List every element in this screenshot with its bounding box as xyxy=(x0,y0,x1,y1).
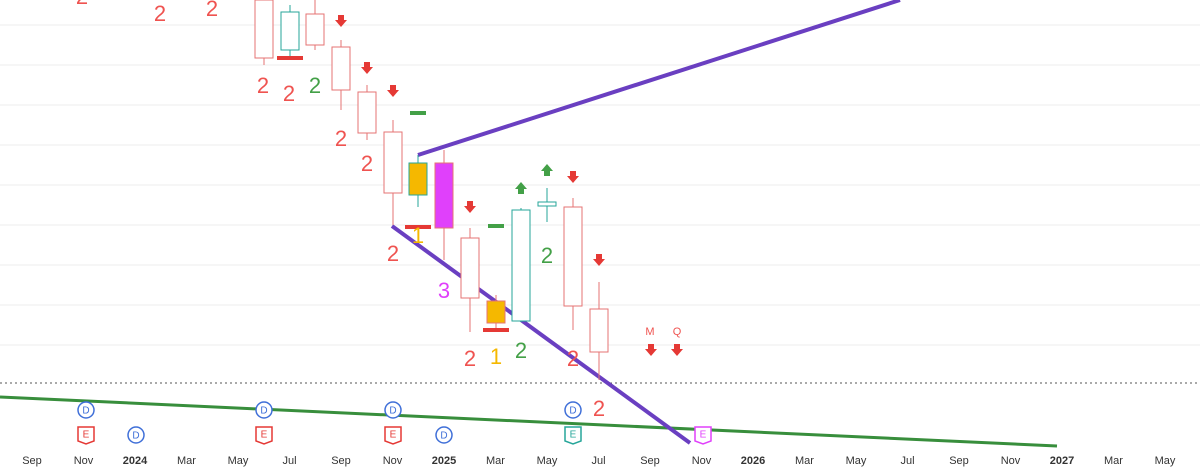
annotation: 2 xyxy=(154,1,166,26)
earnings-label: E xyxy=(390,430,397,441)
annotation: Q xyxy=(673,326,682,338)
trend-line xyxy=(0,395,1058,448)
dividend-label: D xyxy=(569,406,576,417)
annotation: 2 xyxy=(567,346,579,371)
annotation: 1 xyxy=(490,344,502,369)
x-tick-label: 2024 xyxy=(123,455,148,467)
candle-body xyxy=(537,201,557,207)
dividend-marker xyxy=(564,401,582,419)
x-tick-label: Sep xyxy=(22,455,42,467)
x-tick-label: Sep xyxy=(949,455,969,467)
earnings-label: E xyxy=(83,430,90,441)
earnings-marker xyxy=(694,426,712,445)
annotation: 2 xyxy=(335,126,347,151)
arrow-down xyxy=(593,254,605,266)
annotation: M xyxy=(645,326,654,338)
earnings-marker xyxy=(564,426,582,445)
dividend-marker xyxy=(127,426,145,444)
arrow-down xyxy=(361,62,373,74)
arrow-down xyxy=(567,171,579,183)
x-tick-label: 2026 xyxy=(741,455,765,467)
candle-body xyxy=(434,162,454,229)
annotation: 3 xyxy=(438,278,450,303)
annotation: 1 xyxy=(412,223,424,248)
candle-body xyxy=(305,13,325,46)
x-tick-label: Mar xyxy=(1104,455,1123,467)
x-tick-label: Nov xyxy=(1001,455,1021,467)
earnings-label: E xyxy=(570,430,577,441)
dividend-label: D xyxy=(440,431,447,442)
annotation: 2 xyxy=(257,73,269,98)
x-tick-label: Nov xyxy=(383,455,403,467)
marker-bar xyxy=(483,328,509,332)
arrow-down xyxy=(464,201,476,213)
annotation: 2 xyxy=(283,81,295,106)
x-tick-label: Nov xyxy=(692,455,712,467)
candle-body xyxy=(254,0,274,59)
x-tick-label: May xyxy=(1155,455,1176,467)
candle-body xyxy=(460,237,480,299)
candle-body xyxy=(511,209,531,322)
x-tick-label: Mar xyxy=(795,455,814,467)
candle-body xyxy=(563,206,583,307)
annotation: 2 xyxy=(361,151,373,176)
dividend-label: D xyxy=(260,406,267,417)
arrow-down xyxy=(671,344,683,356)
annotation: 2 xyxy=(541,243,553,268)
annotation: 2 xyxy=(515,338,527,363)
arrow-down xyxy=(645,344,657,356)
annotation: 2 xyxy=(387,241,399,266)
dividend-label: D xyxy=(389,406,396,417)
x-tick-label: Sep xyxy=(640,455,660,467)
candle-body xyxy=(331,46,351,91)
annotation: 2 xyxy=(206,0,218,21)
x-tick-label: 2027 xyxy=(1050,455,1074,467)
annotation: 2 xyxy=(464,346,476,371)
x-tick-label: Sep xyxy=(331,455,351,467)
x-tick-label: 2025 xyxy=(432,455,456,467)
candle-body xyxy=(280,11,300,51)
arrow-down xyxy=(387,85,399,97)
candle-body xyxy=(589,308,609,353)
marker-dash xyxy=(410,111,426,115)
marker-bar xyxy=(405,225,431,229)
candle-body xyxy=(408,162,428,196)
dividend-marker xyxy=(384,401,402,419)
grid xyxy=(0,24,1200,346)
dividend-marker xyxy=(435,426,453,444)
annotation: 2 xyxy=(76,0,88,9)
x-tick-label: Jul xyxy=(900,455,914,467)
candle-body xyxy=(383,131,403,194)
earnings-marker xyxy=(384,426,402,445)
earnings-label: E xyxy=(261,430,268,441)
candle-body xyxy=(357,91,377,134)
trend-line xyxy=(417,0,901,157)
annotation: 2 xyxy=(309,73,321,98)
x-tick-label: Mar xyxy=(486,455,505,467)
x-tick-label: May xyxy=(846,455,867,467)
dividend-marker xyxy=(255,401,273,419)
marker-bar xyxy=(277,56,303,60)
arrow-up xyxy=(515,182,527,194)
arrow-up xyxy=(541,164,553,176)
trend-line xyxy=(390,224,692,445)
dividend-marker xyxy=(77,401,95,419)
earnings-label: E xyxy=(700,430,707,441)
marker-dash xyxy=(488,224,504,228)
annotation: 2 xyxy=(593,396,605,421)
dividend-label: D xyxy=(82,406,89,417)
x-tick-label: May xyxy=(537,455,558,467)
x-tick-label: May xyxy=(228,455,249,467)
candle-body xyxy=(486,300,506,324)
x-tick-label: Jul xyxy=(591,455,605,467)
x-tick-label: Mar xyxy=(177,455,196,467)
earnings-marker xyxy=(255,426,273,445)
candles xyxy=(254,0,609,380)
earnings-marker xyxy=(77,426,95,445)
x-tick-label: Nov xyxy=(74,455,94,467)
arrow-down xyxy=(335,15,347,27)
x-tick-label: Jul xyxy=(282,455,296,467)
dividend-label: D xyxy=(132,431,139,442)
